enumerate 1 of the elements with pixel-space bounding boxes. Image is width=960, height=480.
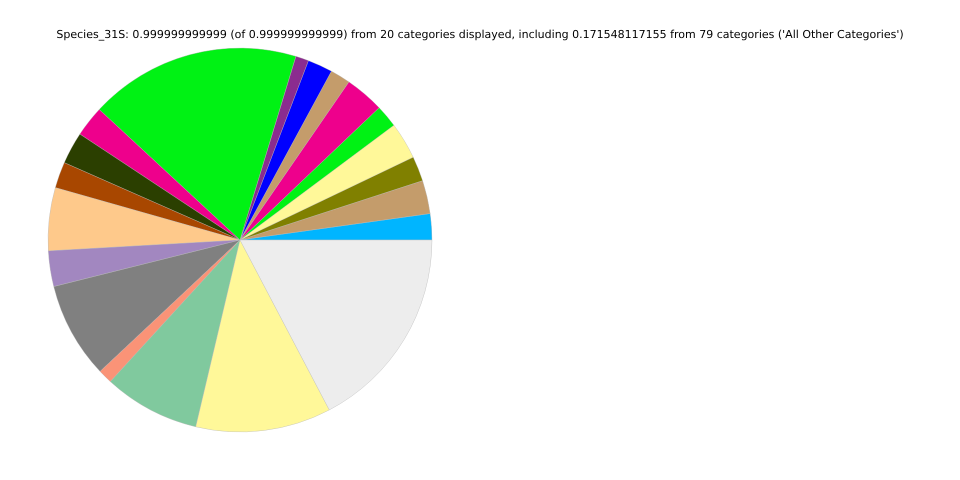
text: Species_31S: 0.999999999999 (of 0.999999999999) from 20 categories displayed, including 0.171548117155 from 79 categories ('All Other Categories') xyxy=(56,28,904,41)
